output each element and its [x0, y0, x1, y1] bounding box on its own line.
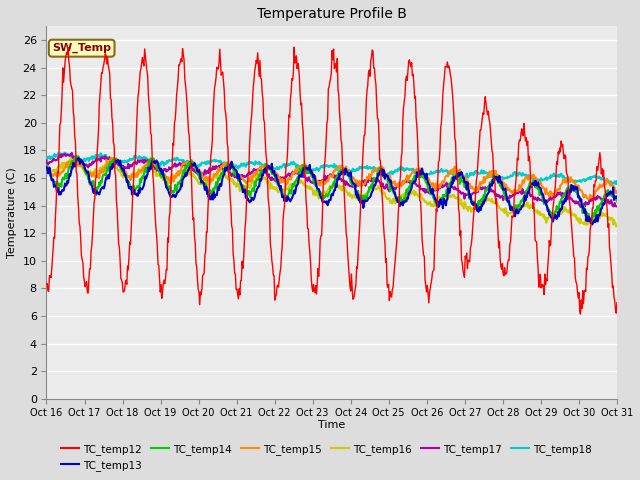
TC_temp18 — [215, 158, 223, 164]
TC_temp17 — [68, 150, 76, 156]
Line: TC_temp14: TC_temp14 — [47, 156, 617, 221]
Line: TC_temp12: TC_temp12 — [47, 47, 617, 314]
TC_temp16 — [612, 224, 620, 229]
TC_temp12 — [109, 139, 117, 145]
TC_temp15 — [43, 165, 51, 170]
X-axis label: Time: Time — [318, 420, 346, 430]
TC_temp16 — [613, 223, 621, 228]
TC_temp14 — [215, 177, 223, 183]
TC_temp18 — [265, 165, 273, 171]
TC_temp12 — [214, 66, 222, 72]
Title: Temperature Profile B: Temperature Profile B — [257, 7, 406, 21]
Legend: TC_temp12, TC_temp13, TC_temp14, TC_temp15, TC_temp16, TC_temp17, TC_temp18: TC_temp12, TC_temp13, TC_temp14, TC_temp… — [56, 439, 596, 475]
TC_temp15 — [613, 188, 621, 194]
TC_temp18 — [392, 167, 399, 173]
Y-axis label: Temperature (C): Temperature (C) — [7, 167, 17, 258]
TC_temp13 — [613, 193, 621, 199]
TC_temp17 — [215, 163, 223, 168]
TC_temp12 — [424, 283, 431, 288]
TC_temp13 — [110, 162, 118, 168]
TC_temp16 — [392, 201, 399, 206]
TC_temp13 — [265, 163, 273, 169]
TC_temp14 — [110, 156, 118, 162]
TC_temp15 — [215, 168, 223, 174]
TC_temp15 — [110, 158, 118, 164]
TC_temp17 — [110, 159, 118, 165]
TC_temp14 — [613, 198, 621, 204]
TC_temp18 — [110, 158, 118, 164]
Line: TC_temp16: TC_temp16 — [47, 158, 617, 227]
TC_temp18 — [61, 150, 68, 156]
TC_temp15 — [243, 180, 251, 185]
TC_temp12 — [392, 256, 399, 262]
TC_temp17 — [265, 171, 273, 177]
TC_temp15 — [424, 174, 431, 180]
TC_temp13 — [43, 164, 51, 170]
Line: TC_temp17: TC_temp17 — [47, 153, 617, 207]
TC_temp16 — [243, 185, 251, 191]
TC_temp17 — [43, 157, 51, 163]
TC_temp15 — [108, 155, 115, 160]
Line: TC_temp13: TC_temp13 — [47, 158, 617, 224]
TC_temp15 — [392, 182, 399, 188]
TC_temp14 — [265, 163, 273, 169]
TC_temp16 — [43, 167, 51, 173]
TC_temp14 — [72, 153, 80, 158]
Text: SW_Temp: SW_Temp — [52, 43, 111, 53]
TC_temp14 — [392, 191, 399, 196]
TC_temp16 — [67, 156, 75, 161]
TC_temp12 — [43, 281, 51, 287]
TC_temp13 — [392, 192, 399, 198]
TC_temp17 — [424, 189, 431, 195]
TC_temp16 — [110, 163, 118, 169]
TC_temp14 — [243, 189, 251, 194]
TC_temp18 — [243, 160, 251, 166]
TC_temp17 — [392, 187, 399, 192]
TC_temp15 — [585, 196, 593, 202]
TC_temp13 — [243, 197, 251, 203]
TC_temp14 — [588, 218, 595, 224]
TC_temp12 — [613, 300, 621, 306]
TC_temp12 — [243, 198, 250, 204]
TC_temp16 — [215, 174, 223, 180]
Line: TC_temp18: TC_temp18 — [47, 153, 617, 184]
TC_temp17 — [243, 171, 251, 177]
TC_temp12 — [291, 44, 298, 50]
Line: TC_temp15: TC_temp15 — [47, 157, 617, 199]
TC_temp14 — [43, 162, 51, 168]
TC_temp18 — [43, 156, 51, 162]
TC_temp13 — [75, 155, 83, 161]
TC_temp16 — [265, 178, 273, 184]
TC_temp17 — [613, 204, 621, 209]
TC_temp12 — [577, 311, 584, 317]
TC_temp16 — [424, 202, 431, 207]
TC_temp13 — [589, 221, 596, 227]
TC_temp18 — [613, 178, 621, 184]
TC_temp13 — [215, 187, 223, 193]
TC_temp13 — [424, 177, 431, 183]
TC_temp17 — [577, 204, 585, 210]
TC_temp18 — [612, 181, 620, 187]
TC_temp15 — [265, 167, 273, 172]
TC_temp18 — [424, 171, 431, 177]
TC_temp12 — [264, 195, 272, 201]
TC_temp14 — [424, 181, 431, 187]
